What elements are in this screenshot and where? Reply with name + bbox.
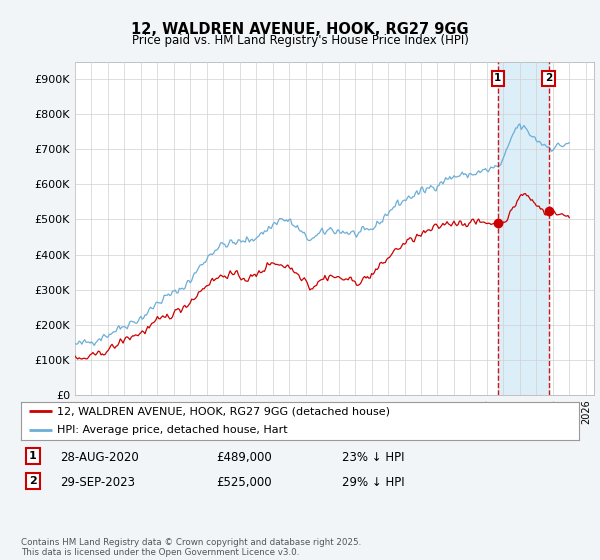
Text: 23% ↓ HPI: 23% ↓ HPI [342, 451, 404, 464]
Text: Price paid vs. HM Land Registry's House Price Index (HPI): Price paid vs. HM Land Registry's House … [131, 34, 469, 46]
Text: 12, WALDREN AVENUE, HOOK, RG27 9GG (detached house): 12, WALDREN AVENUE, HOOK, RG27 9GG (deta… [57, 407, 390, 417]
Text: HPI: Average price, detached house, Hart: HPI: Average price, detached house, Hart [57, 424, 288, 435]
Text: 29-SEP-2023: 29-SEP-2023 [60, 476, 135, 489]
Text: 1: 1 [29, 451, 37, 461]
Text: 1: 1 [494, 73, 502, 83]
Text: 12, WALDREN AVENUE, HOOK, RG27 9GG: 12, WALDREN AVENUE, HOOK, RG27 9GG [131, 22, 469, 38]
Text: Contains HM Land Registry data © Crown copyright and database right 2025.
This d: Contains HM Land Registry data © Crown c… [21, 538, 361, 557]
Text: 2: 2 [29, 476, 37, 486]
Text: £489,000: £489,000 [216, 451, 272, 464]
Text: £525,000: £525,000 [216, 476, 272, 489]
Text: 2: 2 [545, 73, 552, 83]
Text: 28-AUG-2020: 28-AUG-2020 [60, 451, 139, 464]
Bar [498, 62, 548, 395]
Text: 29% ↓ HPI: 29% ↓ HPI [342, 476, 404, 489]
